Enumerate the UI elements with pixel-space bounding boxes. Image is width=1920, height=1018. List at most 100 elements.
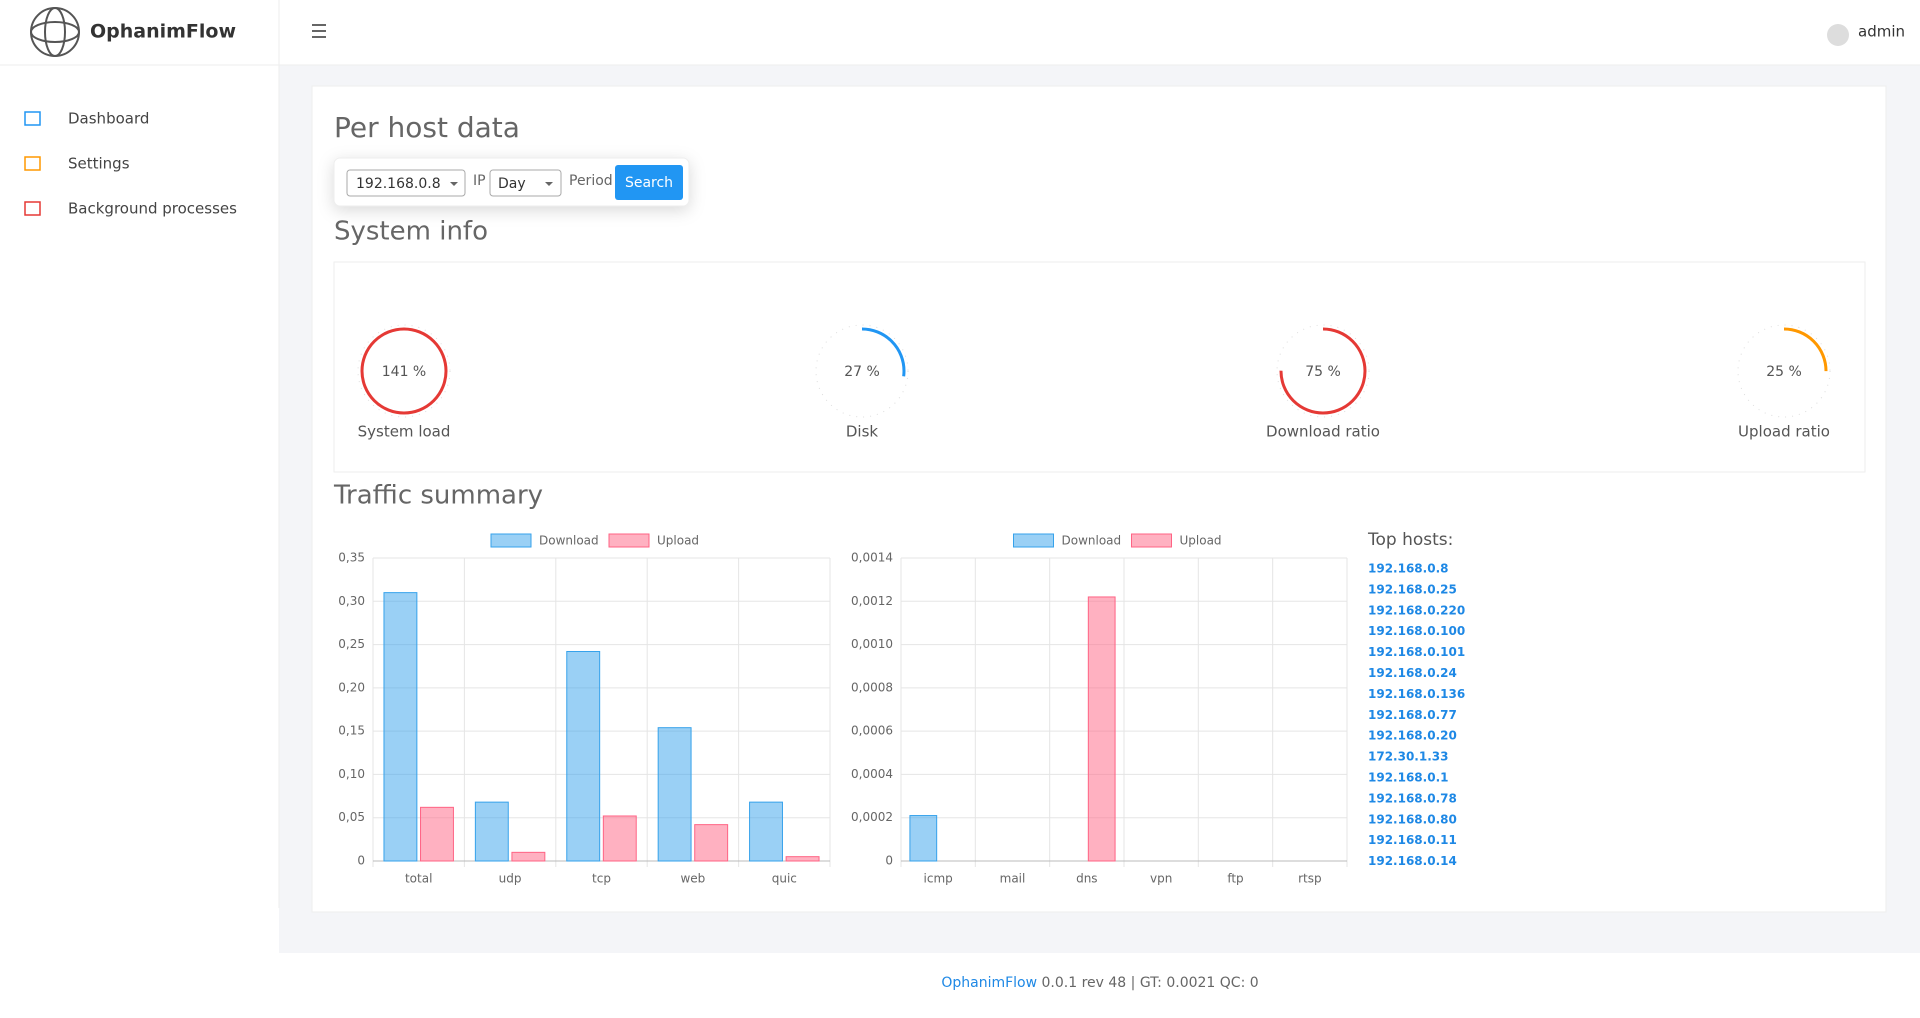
x-tick-label: udp xyxy=(499,872,522,886)
x-tick-label: web xyxy=(680,872,705,886)
sidebar xyxy=(0,0,279,1014)
legend-swatch xyxy=(608,533,650,548)
y-tick-label: 0,0008 xyxy=(851,680,893,694)
bar xyxy=(566,650,601,862)
x-tick-label: quic xyxy=(772,872,797,886)
legend-label: Download xyxy=(1062,534,1122,548)
gauge-value: 141 % xyxy=(382,364,426,380)
brand: OphanimFlow xyxy=(90,21,236,43)
host-link[interactable]: 192.168.0.1 xyxy=(1368,771,1448,785)
host-link[interactable]: 192.168.0.14 xyxy=(1368,854,1457,868)
footer-brand[interactable]: OphanimFlow xyxy=(941,975,1037,991)
legend-swatch xyxy=(1131,533,1172,548)
gauge-label: Disk xyxy=(846,423,879,441)
gauge-track xyxy=(357,324,451,418)
legend-swatch xyxy=(490,533,532,548)
search-button[interactable] xyxy=(615,165,683,200)
topbar xyxy=(0,0,1920,65)
menu-icon xyxy=(24,111,41,126)
gauge-label: Upload ratio xyxy=(1738,423,1830,441)
host-link[interactable]: 192.168.0.136 xyxy=(1368,687,1465,701)
gauge-track xyxy=(1276,324,1370,418)
host-link[interactable]: 192.168.0.80 xyxy=(1368,812,1457,826)
host-link[interactable]: 192.168.0.100 xyxy=(1368,624,1465,638)
period-label: Period xyxy=(569,173,613,189)
y-tick-label: 0,30 xyxy=(338,594,365,608)
y-tick-label: 0 xyxy=(357,854,365,868)
section-title: System info xyxy=(334,217,488,247)
x-tick-label: mail xyxy=(1000,872,1026,886)
user-name[interactable]: admin xyxy=(1858,23,1905,41)
bar xyxy=(474,801,509,862)
ip-select[interactable] xyxy=(346,169,466,197)
host-link[interactable]: 192.168.0.8 xyxy=(1368,562,1448,576)
bar xyxy=(1087,596,1116,862)
footer-text: OphanimFlow 0.0.1 rev 48 | GT: 0.0021 QC… xyxy=(941,975,1258,991)
bar xyxy=(511,851,546,862)
y-tick-label: 0,25 xyxy=(338,637,365,651)
period-value: Day xyxy=(498,176,526,192)
y-tick-label: 0,35 xyxy=(338,551,365,565)
x-tick-label: vpn xyxy=(1150,872,1172,886)
ip-label: IP xyxy=(473,173,486,189)
y-tick-label: 0,0012 xyxy=(851,594,893,608)
gauge-arc xyxy=(1279,327,1367,415)
y-tick-label: 0,0014 xyxy=(851,551,893,565)
gauge-arc xyxy=(360,327,448,415)
host-link[interactable]: 192.168.0.25 xyxy=(1368,582,1457,596)
host-link[interactable]: 172.30.1.33 xyxy=(1368,750,1448,764)
gauge-value: 25 % xyxy=(1766,364,1802,380)
y-tick-label: 0,20 xyxy=(338,680,365,694)
bar xyxy=(749,801,783,862)
bar xyxy=(383,592,418,862)
y-tick-label: 0,0010 xyxy=(851,637,893,651)
gauge-arc xyxy=(818,327,906,415)
bar xyxy=(602,815,637,862)
gauge-value: 75 % xyxy=(1305,364,1341,380)
x-tick-label: tcp xyxy=(592,872,611,886)
x-tick-label: icmp xyxy=(924,872,953,886)
gauge-track xyxy=(1737,324,1831,418)
host-link[interactable]: 192.168.0.11 xyxy=(1368,833,1457,847)
footer-info: 0.0.1 rev 48 | GT: 0.0021 QC: 0 xyxy=(1037,975,1259,991)
x-tick-label: dns xyxy=(1076,872,1097,886)
host-link[interactable]: 192.168.0.78 xyxy=(1368,791,1457,805)
legend-label: Download xyxy=(539,534,599,548)
x-tick-label: total xyxy=(405,872,432,886)
x-tick-label: rtsp xyxy=(1298,872,1322,886)
top-hosts-title: Top hosts: xyxy=(1367,530,1453,550)
gauge-label: Download ratio xyxy=(1266,423,1380,441)
logo xyxy=(30,7,80,57)
avatar[interactable] xyxy=(1827,24,1849,46)
ip-value: 192.168.0.8 xyxy=(356,176,441,192)
legend-swatch xyxy=(1013,533,1054,548)
gauge-track xyxy=(815,324,909,418)
bar xyxy=(909,815,938,862)
y-tick-label: 0,0002 xyxy=(851,810,893,824)
x-tick-label: ftp xyxy=(1227,872,1243,886)
host-link[interactable]: 192.168.0.20 xyxy=(1368,729,1457,743)
y-tick-label: 0,0006 xyxy=(851,724,893,738)
search-label[interactable]: Search xyxy=(625,175,673,191)
menu-item[interactable]: Settings xyxy=(68,155,130,173)
menu-item[interactable]: Background processes xyxy=(68,200,237,218)
footer-bg xyxy=(279,953,1920,1014)
menu-icon xyxy=(24,201,41,216)
gauge-arc xyxy=(1740,327,1828,415)
bar xyxy=(657,727,692,862)
host-link[interactable]: 192.168.0.101 xyxy=(1368,645,1465,659)
period-select[interactable] xyxy=(489,169,562,197)
caret xyxy=(545,182,553,186)
system-box xyxy=(333,261,1866,473)
y-tick-label: 0,15 xyxy=(338,724,365,738)
menu-item[interactable]: Dashboard xyxy=(68,110,149,128)
menu-toggle[interactable] xyxy=(312,24,326,38)
gauge-label: System load xyxy=(358,423,451,441)
page-title: Per host data xyxy=(334,111,520,144)
host-link[interactable]: 192.168.0.220 xyxy=(1368,603,1465,617)
y-tick-label: 0,10 xyxy=(338,767,365,781)
bar xyxy=(420,806,454,862)
host-link[interactable]: 192.168.0.24 xyxy=(1368,666,1457,680)
host-link[interactable]: 192.168.0.77 xyxy=(1368,708,1457,722)
